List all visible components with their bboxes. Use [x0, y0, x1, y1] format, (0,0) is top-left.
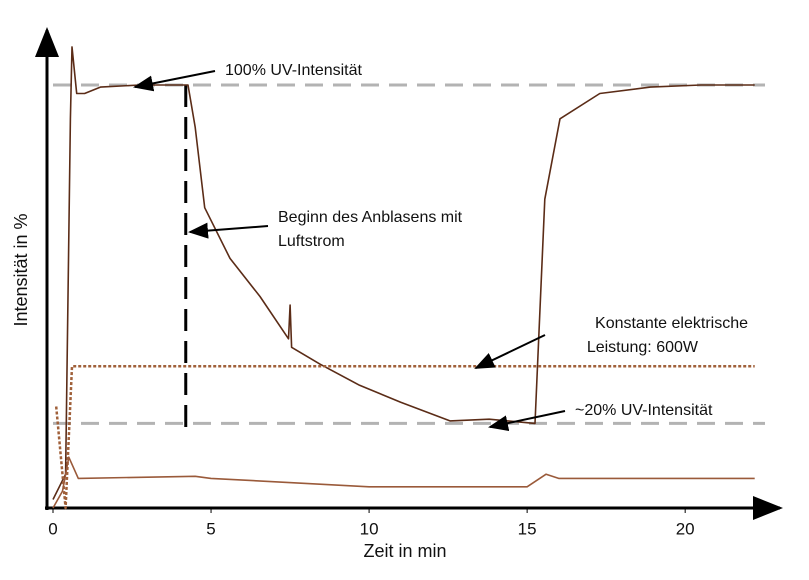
annotation: Beginn des Anblasens mit [278, 209, 463, 226]
annotation: ~20% UV-Intensität [575, 402, 713, 419]
data-line [54, 365, 755, 510]
data-line [52, 456, 755, 509]
x-tick-label: 0 [48, 519, 57, 538]
x-tick-label: 15 [518, 519, 537, 538]
annotation: Luftstrom [278, 233, 345, 250]
x-tick-label: 5 [206, 519, 215, 538]
annotation-arrow [474, 334, 546, 369]
annotation: 100% UV-Intensität [225, 62, 363, 79]
annotation-arrow [133, 70, 216, 92]
annotation: Leistung: 600W [587, 339, 699, 356]
x-axis-label: Zeit in min [363, 541, 446, 561]
y-axis-label: Intensität in % [11, 213, 31, 326]
data-line [52, 46, 755, 500]
annotation-arrow [188, 222, 269, 239]
annotation: Konstante elektrische [595, 315, 748, 332]
x-tick-label: 10 [360, 519, 379, 538]
annotation-arrow [488, 410, 566, 432]
x-tick-label: 20 [676, 519, 695, 538]
